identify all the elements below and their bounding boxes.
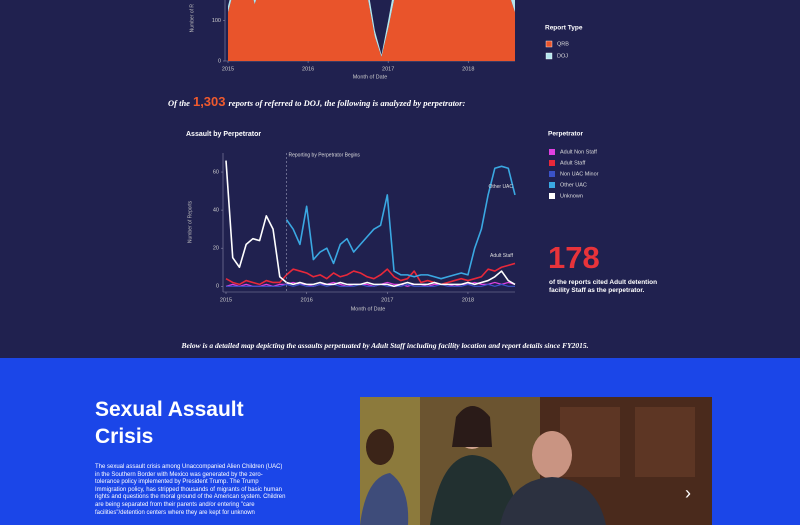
x-tick-label: 2018 — [462, 66, 474, 72]
photo-person — [532, 431, 572, 479]
series-line — [225, 160, 516, 288]
series-line — [225, 262, 516, 286]
y-tick-label: 0 — [216, 284, 219, 290]
legend-label: Unknown — [560, 193, 583, 199]
x-tick-label: 2018 — [462, 297, 474, 303]
photo-hair — [452, 406, 492, 447]
stat-number: 178 — [548, 240, 600, 275]
legend-label: QRB — [557, 41, 569, 47]
x-tick-label: 2016 — [301, 297, 313, 303]
legend-swatch — [549, 193, 555, 199]
legend-title: Report Type — [545, 25, 583, 32]
photo-panel-detail — [635, 407, 695, 477]
annotation-label: Other UAC — [489, 184, 514, 190]
legend-title: Perpetrator — [548, 131, 584, 138]
photo-person — [366, 429, 394, 465]
intro-before: Of the — [168, 98, 190, 108]
area — [228, 0, 515, 61]
y-axis-label: Number of Reports — [187, 200, 193, 243]
legend-swatch — [545, 40, 553, 48]
photo-clothing — [430, 455, 520, 525]
intro-text: Of the 1,303 reports of referred to DOJ, t… — [168, 94, 465, 109]
legend-swatch — [549, 171, 555, 177]
photo-clothing — [360, 473, 409, 525]
report-type-chart: Number of R Month of Date Report Type 0 1… — [189, 0, 583, 80]
x-tick-label: 2017 — [382, 66, 394, 72]
chart-title: Assault by Perpetrator — [186, 131, 261, 138]
x-axis-label: Month of Date — [353, 74, 388, 80]
y-tick-label: 0 — [218, 58, 221, 64]
series-line — [226, 283, 515, 287]
area — [228, 0, 515, 57]
annotation-label: Adult Staff — [490, 253, 514, 259]
photo-suit — [500, 477, 606, 525]
y-tick-label: 40 — [213, 208, 219, 214]
legend-label: Other UAC — [560, 182, 587, 188]
perpetrator-chart: Assault by Perpetrator Number of Reports… — [186, 131, 599, 313]
legend-label: Adult Non Staff — [560, 149, 597, 155]
y-tick-label: 100 — [212, 18, 221, 24]
legend-swatch — [549, 182, 555, 188]
x-tick-label: 2015 — [220, 297, 232, 303]
next-arrow[interactable]: › — [685, 483, 691, 503]
legend-label: Non UAC Minor — [560, 171, 599, 177]
crisis-body: The sexual assault crisis among Unaccomp… — [95, 464, 286, 516]
y-axis-label: Number of R — [189, 4, 195, 33]
x-axis-label: Month of Date — [351, 306, 386, 312]
legend-label: Adult Staff — [560, 160, 586, 166]
legend-label: DOJ — [557, 53, 568, 59]
series-line — [285, 165, 516, 280]
crisis-section: Sexual Assault Crisis The sexual assault… — [0, 358, 800, 525]
photo: › — [360, 397, 712, 525]
legend-swatch — [549, 149, 555, 155]
y-tick-label: 20 — [213, 246, 219, 252]
y-tick-label: 60 — [213, 169, 219, 175]
x-tick-label: 2017 — [381, 297, 393, 303]
x-tick-label: 2015 — [222, 66, 234, 72]
legend-swatch — [545, 52, 553, 60]
annotation-label: Reporting by Perpetrator Begins — [288, 152, 360, 158]
x-tick-label: 2016 — [302, 66, 314, 72]
crisis-title: Sexual Assault Crisis — [95, 398, 244, 448]
intro-count: 1,303 — [192, 94, 226, 109]
analysis-section: Number of R Month of Date Report Type 0 1… — [0, 0, 800, 358]
intro-after: reports of referred to DOJ, the followin… — [228, 98, 466, 108]
stat-text: of the reports cited Adult detention fac… — [549, 279, 658, 294]
caption: Below is a detailed map depicting the as… — [181, 341, 589, 350]
legend-swatch — [549, 160, 555, 166]
